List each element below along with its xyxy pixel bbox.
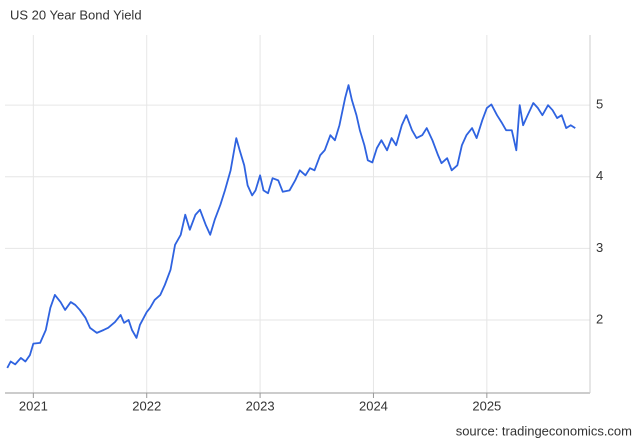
y-tick-label: 2 (596, 311, 603, 326)
x-tick-label: 2022 (132, 398, 161, 413)
y-tick-label: 5 (596, 97, 603, 112)
x-tick-label: 2021 (19, 398, 48, 413)
x-tick-label: 2024 (359, 398, 388, 413)
y-tick-label: 3 (596, 240, 603, 255)
x-tick-label: 2025 (472, 398, 501, 413)
x-tick-label: 2023 (246, 398, 275, 413)
y-tick-label: 4 (596, 168, 603, 183)
line-series (6, 84, 576, 369)
source: source: tradingeconomics.com (456, 423, 632, 438)
chart-title: US 20 Year Bond Yield (10, 7, 142, 22)
